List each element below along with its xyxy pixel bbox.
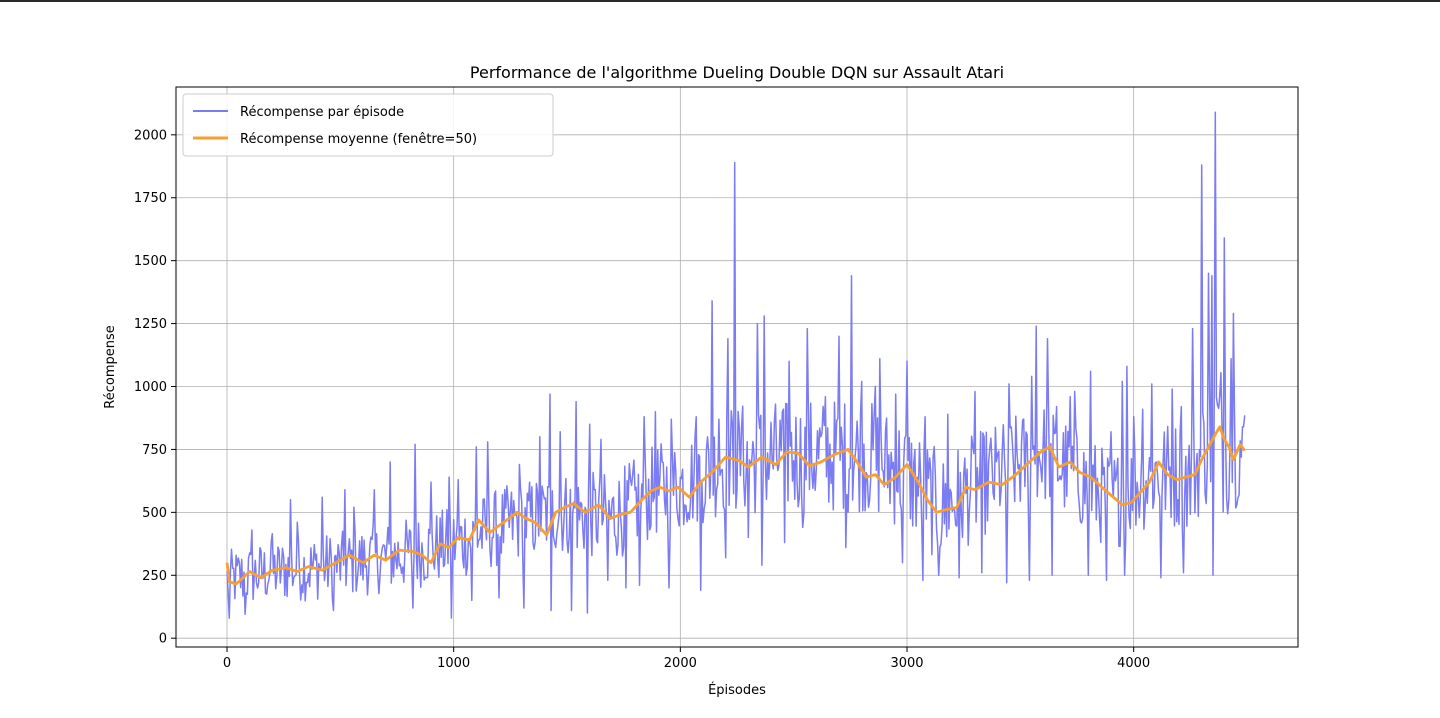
chart-title: Performance de l'algorithme Dueling Doub…	[470, 63, 1004, 82]
legend: Récompense par épisode Récompense moyenn…	[182, 93, 554, 157]
y-tick-label: 1500	[134, 254, 167, 269]
y-tick-label: 1000	[134, 380, 167, 395]
axis-ticks: 0 1000 2000 3000 4000 0 250 500 750 1000 1250 1500 1…	[134, 128, 1150, 671]
y-axis-label: Récompense	[103, 325, 118, 408]
y-tick-label: 2000	[134, 128, 167, 143]
x-tick-label: 2000	[664, 656, 697, 671]
x-tick-label: 1000	[437, 656, 470, 671]
legend-box	[182, 93, 554, 157]
x-tick-label: 0	[223, 656, 231, 671]
x-tick-label: 3000	[890, 656, 923, 671]
y-tick-label: 1250	[134, 317, 167, 332]
y-tick-label: 0	[159, 632, 167, 647]
series-layer	[225, 111, 1246, 619]
y-tick-label: 500	[142, 506, 167, 521]
legend-label-raw: Récompense par épisode	[240, 105, 404, 120]
y-tick-label: 750	[142, 443, 167, 458]
y-tick-label: 250	[142, 569, 167, 584]
plot-area-frame	[175, 86, 1299, 648]
window-top-border	[0, 0, 1440, 2]
x-tick-label: 4000	[1117, 656, 1150, 671]
y-tick-label: 1750	[134, 191, 167, 206]
x-axis-label: Épisodes	[708, 682, 766, 698]
legend-label-avg: Récompense moyenne (fenêtre=50)	[240, 132, 477, 147]
series-line-reward-per-episode	[226, 111, 1246, 619]
series-line-moving-average	[225, 425, 1246, 586]
